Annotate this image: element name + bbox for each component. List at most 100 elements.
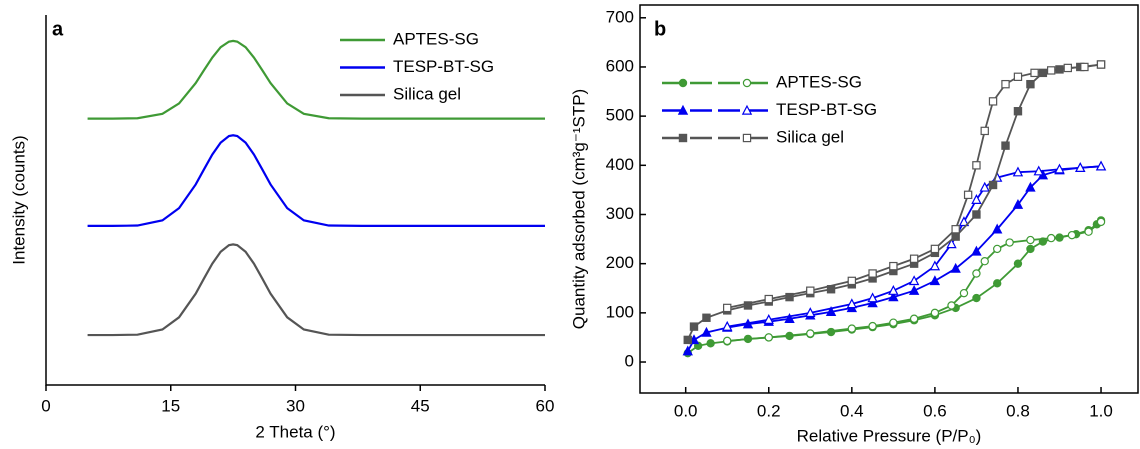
x-tick-label: 30: [286, 396, 305, 415]
legend-label: APTES-SG: [393, 29, 479, 48]
adsorption-point: [784, 313, 795, 323]
legend-label: APTES-SG: [776, 72, 862, 91]
desorption-point: [980, 126, 989, 136]
legend-marker: [742, 78, 752, 88]
desorption-point: [1046, 233, 1056, 243]
legend-label: TESP-BT-SG: [393, 57, 494, 76]
desorption-point: [958, 216, 970, 227]
desorption-point: [929, 260, 941, 271]
y-tick-label: 300: [606, 204, 634, 223]
plot-frame: [639, 4, 1139, 394]
desorption-point: [971, 194, 982, 204]
legend-marker: [678, 133, 688, 143]
desorption-point: [1030, 68, 1039, 78]
adsorption-point: [1026, 244, 1035, 254]
desorption-point: [972, 161, 981, 170]
x-tick-label: 0.0: [674, 401, 698, 420]
desorption-point: [1075, 162, 1086, 172]
legend-label: TESP-BT-SG: [776, 100, 877, 119]
y-axis-label: Intensity (counts): [9, 135, 28, 264]
desorption-point: [806, 286, 815, 295]
desorption-point: [1033, 165, 1044, 176]
desorption-point: [988, 97, 998, 106]
adsorption-point: [689, 322, 699, 331]
legend-marker: [741, 104, 753, 115]
desorption-point: [723, 336, 732, 346]
adsorption-point: [683, 335, 692, 345]
desorption-point: [888, 285, 899, 295]
desorption-point: [963, 190, 973, 200]
desorption-point: [806, 329, 815, 338]
adsorption-point: [988, 180, 998, 190]
desorption-point: [1063, 63, 1073, 73]
adsorption-point: [1001, 141, 1010, 150]
y-axis-label: Quantity adsorbed (cm³g⁻¹STP): [569, 89, 588, 329]
desorption-point: [1054, 163, 1065, 174]
y-tick-label: 700: [606, 7, 634, 26]
adsorption-point: [929, 275, 941, 286]
adsorption-point: [1013, 107, 1023, 116]
desorption-point: [1084, 227, 1093, 236]
desorption-point: [1080, 62, 1089, 72]
xrd-line: [87, 134, 545, 227]
desorption-point: [980, 257, 989, 266]
desorption-point: [947, 301, 956, 310]
desorption-point: [972, 269, 981, 278]
adsorption-point: [908, 285, 920, 295]
desorption-point: [1001, 79, 1010, 89]
desorption-point: [1026, 235, 1035, 245]
adsorption-point: [1025, 181, 1036, 192]
adsorption-point: [785, 292, 794, 302]
desorption-point: [1012, 166, 1024, 177]
desorption-point: [846, 298, 858, 309]
desorption-point: [909, 314, 919, 323]
desorption-point: [1095, 160, 1107, 171]
desorption-point: [763, 314, 774, 324]
desorption-line: [727, 165, 1102, 328]
x-tick-label: 45: [411, 396, 430, 415]
desorption-point: [868, 269, 877, 278]
adsorption-point: [701, 326, 712, 337]
x-tick-label: 60: [536, 396, 555, 415]
y-tick-label: 400: [606, 155, 634, 174]
desorption-point: [930, 244, 940, 254]
adsorption-point: [1026, 79, 1035, 89]
x-tick-label: 0.6: [923, 401, 947, 420]
y-tick-label: 500: [606, 106, 634, 125]
desorption-point: [908, 275, 920, 286]
desorption-point: [959, 288, 969, 298]
adsorption-point: [706, 339, 715, 348]
adsorption-point: [951, 232, 960, 241]
desorption-point: [930, 308, 940, 318]
desorption-point: [1005, 238, 1014, 247]
x-tick-label: 15: [161, 396, 180, 415]
adsorption-point: [743, 301, 753, 310]
x-tick-label: 0.8: [1006, 401, 1030, 420]
desorption-point: [889, 318, 898, 327]
x-axis-label: Relative Pressure (P/P₀): [797, 426, 982, 445]
desorption-point: [847, 324, 857, 333]
legend-marker: [742, 133, 752, 143]
desorption-point: [1096, 60, 1106, 69]
adsorption-point: [972, 210, 981, 219]
legend-marker: [677, 104, 689, 115]
adsorption-point: [682, 345, 693, 356]
desorption-point: [909, 254, 919, 263]
adsorption-point: [1013, 259, 1023, 268]
adsorption-point: [1012, 198, 1024, 209]
desorption-point: [1096, 217, 1106, 227]
adsorption-point: [971, 245, 982, 256]
desorption-point: [847, 276, 857, 286]
y-tick-label: 100: [606, 302, 634, 321]
x-axis-label: 2 Theta (°): [255, 422, 335, 441]
desorption-point: [979, 181, 990, 192]
legend-label: Silica gel: [776, 127, 844, 146]
desorption-point: [722, 320, 733, 331]
desorption-point: [1013, 72, 1023, 81]
desorption-point: [723, 303, 732, 313]
y-tick-label: 0: [625, 352, 634, 371]
desorption-point: [946, 238, 957, 249]
x-tick-label: 1.0: [1089, 401, 1113, 420]
desorption-point: [1067, 230, 1077, 240]
